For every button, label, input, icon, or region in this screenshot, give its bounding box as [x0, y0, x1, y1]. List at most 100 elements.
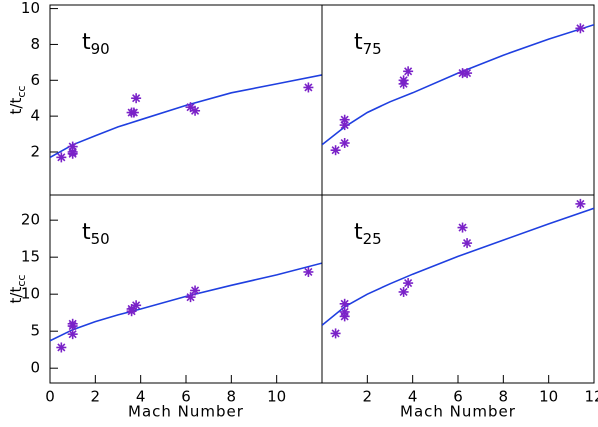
marker — [303, 266, 314, 277]
panel-label: t90 — [82, 30, 110, 58]
marker — [131, 93, 142, 104]
y-tick-label: 6 — [30, 71, 40, 89]
marker-stroke — [57, 153, 66, 162]
panel-frame — [321, 4, 595, 196]
marker — [462, 238, 473, 249]
y-tick-label: 10 — [21, 285, 40, 303]
marker-stroke — [304, 267, 313, 277]
y-axis-label-sub: cc — [15, 86, 28, 98]
x-tick-label: 4 — [408, 388, 418, 406]
panel-label-sub: 90 — [91, 40, 110, 58]
marker — [131, 300, 142, 311]
marker — [330, 328, 341, 339]
marker — [185, 292, 196, 303]
y-tick-label: 15 — [21, 248, 40, 266]
marker — [190, 285, 201, 296]
marker-stroke — [576, 24, 585, 33]
marker — [575, 198, 586, 209]
fit-line — [50, 262, 322, 342]
x-tick-label: 0 — [45, 388, 55, 406]
marker-stroke — [186, 103, 195, 112]
marker-stroke — [399, 76, 408, 85]
y-tick-label: 20 — [21, 211, 40, 229]
marker — [128, 107, 139, 118]
panel-frame — [49, 4, 323, 196]
x-tick-label: 4 — [136, 388, 146, 406]
x-tick-label: 10 — [539, 388, 558, 406]
panel-label-main: t — [82, 30, 91, 55]
x-tick-label: 2 — [91, 388, 101, 406]
x-tick-label: 6 — [181, 388, 191, 406]
marker-stroke — [458, 223, 467, 232]
marker-stroke — [340, 138, 349, 148]
y-tick-label: 2 — [30, 142, 40, 160]
y-axis-label-main: t/t — [7, 287, 25, 304]
panel-frame — [49, 194, 323, 384]
x-axis-label: Mach Number — [128, 403, 244, 421]
marker — [56, 152, 67, 163]
marker — [339, 306, 350, 317]
panel-label: t25 — [354, 220, 382, 248]
marker — [303, 82, 314, 93]
panel-label-sub: 75 — [363, 40, 382, 58]
fit-line — [322, 207, 594, 326]
panel-label-sub: 25 — [363, 230, 382, 248]
marker-stroke — [576, 199, 585, 208]
marker-stroke — [68, 330, 77, 339]
marker-stroke — [340, 299, 349, 308]
marker-stroke — [404, 279, 413, 288]
marker — [190, 105, 201, 116]
marker-stroke — [132, 301, 141, 310]
marker-stroke — [340, 115, 349, 124]
marker-stroke — [191, 286, 200, 295]
marker-stroke — [331, 329, 340, 338]
y-tick-label: 8 — [30, 35, 40, 53]
marker-stroke — [463, 69, 472, 78]
panel-label-main: t — [82, 220, 91, 245]
marker-stroke — [399, 287, 408, 297]
y-axis-label: t/tcc — [7, 275, 29, 304]
marker-stroke — [404, 67, 413, 76]
x-tick-label: 10 — [267, 388, 286, 406]
x-tick-label: 2 — [363, 388, 373, 406]
marker-stroke — [463, 239, 472, 248]
marker-stroke — [340, 307, 349, 317]
fit-line — [50, 74, 322, 159]
marker-stroke — [191, 106, 200, 115]
y-axis-label-sub: cc — [15, 275, 28, 287]
marker — [398, 75, 409, 86]
fit-line — [322, 23, 594, 146]
marker — [457, 222, 468, 233]
y-tick-label: 5 — [30, 322, 40, 340]
marker — [330, 145, 341, 156]
marker — [398, 286, 409, 297]
y-axis-label-main: t/t — [7, 98, 25, 115]
y-tick-label: 4 — [30, 107, 40, 125]
marker — [403, 66, 414, 77]
marker-stroke — [186, 293, 195, 302]
marker — [67, 318, 78, 329]
panel-label: t75 — [354, 30, 382, 58]
x-axis-label: Mach Number — [400, 403, 516, 421]
y-tick-label: 10 — [21, 0, 40, 17]
marker-stroke — [132, 94, 141, 103]
marker-stroke — [68, 147, 77, 157]
marker-stroke — [304, 83, 313, 92]
marker-stroke — [68, 319, 77, 328]
panel-label-sub: 50 — [91, 230, 110, 248]
marker-stroke — [129, 108, 138, 117]
panel-label-main: t — [354, 30, 363, 55]
marker — [56, 342, 67, 353]
panel-label: t50 — [82, 220, 110, 248]
y-tick-label: 0 — [30, 359, 40, 377]
x-tick-label: 8 — [499, 388, 509, 406]
x-tick-label: 6 — [453, 388, 463, 406]
marker-stroke — [331, 146, 340, 155]
panel-label-main: t — [354, 220, 363, 245]
marker-stroke — [57, 343, 66, 352]
marker — [403, 278, 414, 289]
marker — [67, 146, 78, 157]
x-tick-label: 12 — [584, 388, 598, 406]
marker — [575, 23, 586, 34]
